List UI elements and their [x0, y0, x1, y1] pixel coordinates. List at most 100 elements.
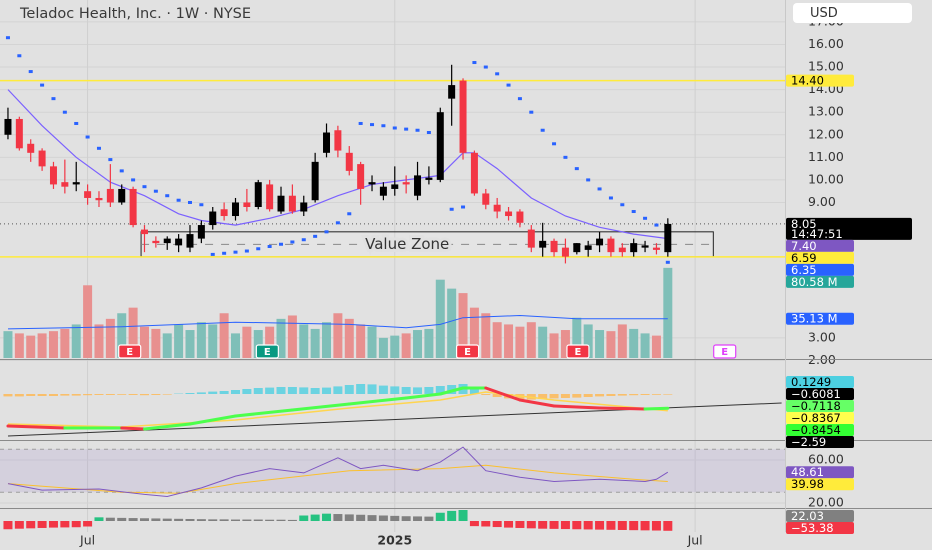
price-tag-label: 22.03 — [791, 509, 824, 523]
macd-histogram-bar — [595, 394, 605, 397]
sar-dot — [279, 242, 284, 246]
sar-dot — [324, 230, 329, 234]
momentum-bar — [583, 521, 593, 530]
momentum-bar — [560, 521, 570, 530]
macd-histogram-bar — [401, 387, 411, 394]
momentum-bar — [617, 521, 627, 530]
momentum-bar — [504, 521, 514, 528]
candle-body — [163, 238, 171, 244]
macd-histogram-bar — [162, 394, 172, 395]
macd-histogram-bar — [105, 394, 115, 395]
macd-histogram-bar — [71, 394, 81, 396]
currency-box[interactable] — [793, 3, 912, 23]
sar-dot — [631, 210, 636, 214]
volume-bar — [651, 335, 661, 358]
sar-dot — [426, 131, 431, 135]
price-tag-label: 39.98 — [791, 477, 824, 491]
volume-bar — [526, 322, 536, 358]
sar-dot — [301, 238, 306, 242]
candle-body — [391, 184, 399, 189]
macd-line-segment — [234, 408, 294, 418]
momentum-bar — [162, 518, 172, 521]
sar-dot — [620, 203, 625, 207]
sar-dot — [643, 216, 648, 220]
macd-line-segment — [120, 426, 146, 431]
price-tag — [786, 510, 854, 522]
candle-body — [448, 85, 456, 99]
indicator-layer — [0, 384, 785, 531]
volume-ma — [7, 314, 668, 330]
macd-histogram-bar — [185, 393, 195, 394]
candle-body — [539, 240, 547, 248]
currency[interactable]: USD — [810, 6, 838, 21]
sar-dot — [654, 223, 659, 227]
sar-dot — [404, 127, 409, 131]
candle-body — [527, 229, 535, 248]
price-tag-label: −0.8454 — [791, 423, 841, 437]
macd-histogram-bar — [344, 385, 354, 394]
candle-body — [254, 182, 262, 207]
earnings-label: E — [264, 347, 271, 358]
momentum-bar — [196, 519, 206, 521]
sar-dot — [62, 110, 67, 114]
volume-bar — [481, 313, 491, 358]
volume-bar — [60, 328, 70, 358]
sar-dot — [96, 146, 101, 150]
earnings-label: E — [464, 347, 471, 358]
sar-dot — [153, 189, 158, 193]
candle-body — [311, 161, 319, 201]
candle-body — [357, 164, 365, 189]
y-tick-label: 60.00 — [808, 451, 844, 466]
momentum-bar — [515, 521, 525, 528]
chart-title: Teladoc Health, Inc. · 1W · NYSE — [19, 6, 251, 22]
price-tag — [786, 522, 854, 534]
y-tick-label: 15.00 — [808, 59, 844, 74]
momentum-bar — [310, 514, 320, 521]
candle-body — [277, 195, 285, 212]
sar-dot — [40, 83, 45, 87]
momentum-bar — [333, 514, 343, 521]
macd-histogram-bar — [469, 388, 479, 394]
candle-body — [607, 238, 615, 253]
momentum-bar — [14, 521, 24, 529]
earnings-label: E — [721, 347, 728, 358]
candle-body — [72, 182, 80, 185]
momentum-bar — [526, 521, 536, 529]
candle-body — [175, 238, 183, 246]
momentum-bar — [344, 514, 354, 521]
macd-histogram-bar — [322, 387, 332, 394]
candle-body — [550, 240, 558, 253]
candle-body — [664, 223, 672, 253]
momentum-bar — [469, 521, 479, 527]
sar-dot — [267, 245, 272, 249]
volume-bar — [538, 326, 548, 358]
volume-bar — [606, 331, 616, 358]
price-tag-label: 0.1249 — [791, 375, 831, 389]
macd-histogram-bar — [151, 394, 161, 395]
sar-dot — [187, 200, 192, 204]
momentum-bar — [549, 521, 559, 529]
candle-body — [186, 234, 194, 248]
candle-body — [197, 225, 205, 239]
macd-histogram-bar — [629, 394, 639, 396]
price-tag-label: 80.58 M — [791, 275, 838, 289]
momentum-bar — [185, 518, 195, 521]
sar-dot — [483, 65, 488, 69]
sar-dot — [665, 260, 670, 264]
macd-histogram-bar — [413, 387, 423, 394]
sar-dot — [552, 142, 557, 146]
momentum-bar — [367, 515, 377, 521]
candle-body — [402, 182, 410, 185]
volume-bar — [356, 324, 366, 358]
candle-body — [652, 247, 660, 250]
macd-histogram-bar — [378, 385, 388, 394]
candle-body — [49, 166, 57, 185]
momentum-bar — [231, 519, 240, 521]
macd-histogram-bar — [583, 394, 593, 397]
countdown: 14:47:51 — [791, 227, 843, 241]
macd-signal — [7, 391, 668, 428]
momentum-bar — [629, 521, 639, 531]
sar-dot — [461, 205, 466, 209]
volume-bar — [435, 279, 445, 358]
